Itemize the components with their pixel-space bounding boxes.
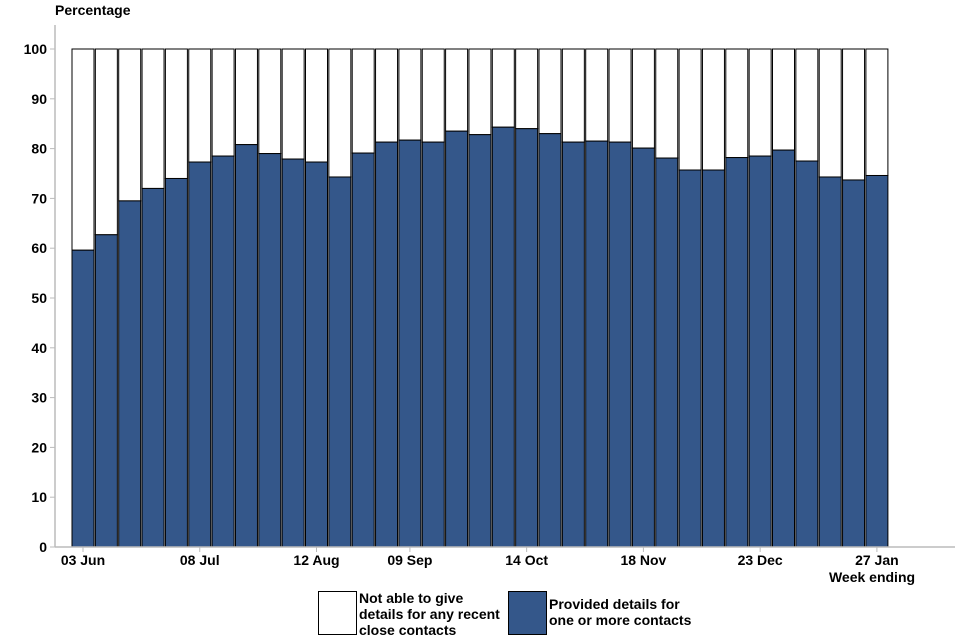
bar-not-able (375, 48, 399, 143)
x-axis-label: Week ending (829, 569, 915, 585)
bar-provided (445, 130, 469, 548)
bar-not-able (515, 48, 539, 130)
bar-provided (351, 152, 375, 548)
bar-provided (608, 141, 632, 548)
bar-not-able (678, 48, 702, 171)
bar-not-able (561, 48, 585, 143)
bar-not-able (234, 48, 258, 146)
bar-not-able (188, 48, 212, 163)
y-tick-label: 60 (31, 240, 47, 256)
bar-provided (164, 177, 188, 548)
x-tick-label: 12 Aug (293, 552, 339, 568)
bar-not-able (258, 48, 282, 155)
bar-provided (118, 200, 142, 548)
y-axis-label: Percentage (55, 2, 131, 18)
bar-not-able (538, 48, 562, 135)
bar-provided (491, 126, 515, 548)
x-tick-label: 27 Jan (855, 552, 899, 568)
y-tick-label: 100 (24, 41, 48, 57)
bar-not-able (865, 48, 889, 176)
y-tick-label: 70 (31, 190, 47, 206)
bar-provided (211, 155, 235, 548)
bar-not-able (71, 48, 95, 251)
bar-provided (281, 158, 305, 548)
bar-not-able (842, 48, 866, 181)
x-tick-label: 14 Oct (505, 552, 548, 568)
bar-not-able (655, 48, 679, 159)
bar-not-able (631, 48, 655, 149)
bar-not-able (818, 48, 842, 178)
bar-provided (795, 160, 819, 548)
y-tick-label: 50 (31, 290, 47, 306)
bar-provided (818, 176, 842, 548)
bar-not-able (94, 48, 118, 236)
bar-not-able (351, 48, 375, 154)
legend-label-not-able: Not able to give details for any recent … (359, 590, 500, 638)
bar-provided (631, 147, 655, 548)
bar-provided (865, 174, 889, 548)
bar-provided (748, 155, 772, 548)
x-tick-label: 18 Nov (620, 552, 666, 568)
bar-not-able (468, 48, 492, 136)
bar-not-able (281, 48, 305, 160)
bar-not-able (772, 48, 795, 151)
bar-provided (701, 169, 725, 548)
bar-provided (585, 140, 609, 548)
y-tick-label: 40 (31, 340, 47, 356)
x-tick-label: 23 Dec (738, 552, 783, 568)
bar-not-able (305, 48, 328, 163)
bar-provided (655, 157, 679, 548)
bar-not-able (328, 48, 352, 178)
bar-not-able (445, 48, 469, 132)
bar-provided (71, 249, 95, 548)
y-tick-label: 10 (31, 489, 47, 505)
bar-provided (421, 141, 445, 548)
bar-not-able (491, 48, 515, 128)
bar-provided (561, 141, 585, 548)
bar-provided (398, 139, 422, 548)
bar-provided (842, 179, 866, 548)
bar-provided (328, 176, 352, 548)
x-tick-label: 03 Jun (61, 552, 105, 568)
bar-not-able (398, 48, 422, 141)
bar-provided (258, 153, 282, 548)
y-tick-label: 90 (31, 91, 47, 107)
legend-label-provided: Provided details for one or more contact… (549, 596, 692, 628)
bar-not-able (701, 48, 725, 171)
bar-provided (725, 157, 749, 548)
bar-provided (141, 187, 165, 548)
bar-provided (188, 161, 212, 548)
bar-not-able (608, 48, 632, 143)
bar-provided (234, 144, 258, 548)
x-tick-label: 09 Sep (387, 552, 432, 568)
bar-provided (772, 149, 795, 548)
bar-not-able (748, 48, 772, 157)
bar-provided (468, 134, 492, 548)
y-tick-label: 0 (39, 539, 47, 555)
y-tick-label: 80 (31, 141, 47, 157)
bar-provided (375, 141, 399, 548)
bar-provided (538, 133, 562, 548)
bar-not-able (795, 48, 819, 162)
legend-swatch-not-able (318, 591, 357, 635)
bar-provided (305, 161, 328, 548)
bar-not-able (164, 48, 188, 179)
bar-provided (94, 234, 118, 548)
bar-not-able (421, 48, 445, 143)
bar-not-able (141, 48, 165, 189)
bar-provided (678, 169, 702, 548)
bar-provided (515, 128, 539, 548)
bar-not-able (585, 48, 609, 142)
bar-not-able (118, 48, 142, 202)
bar-not-able (211, 48, 235, 157)
legend-swatch-provided (508, 591, 547, 635)
x-tick-label: 08 Jul (180, 552, 220, 568)
bar-not-able (725, 48, 749, 159)
y-tick-label: 20 (31, 439, 47, 455)
y-tick-label: 30 (31, 390, 47, 406)
